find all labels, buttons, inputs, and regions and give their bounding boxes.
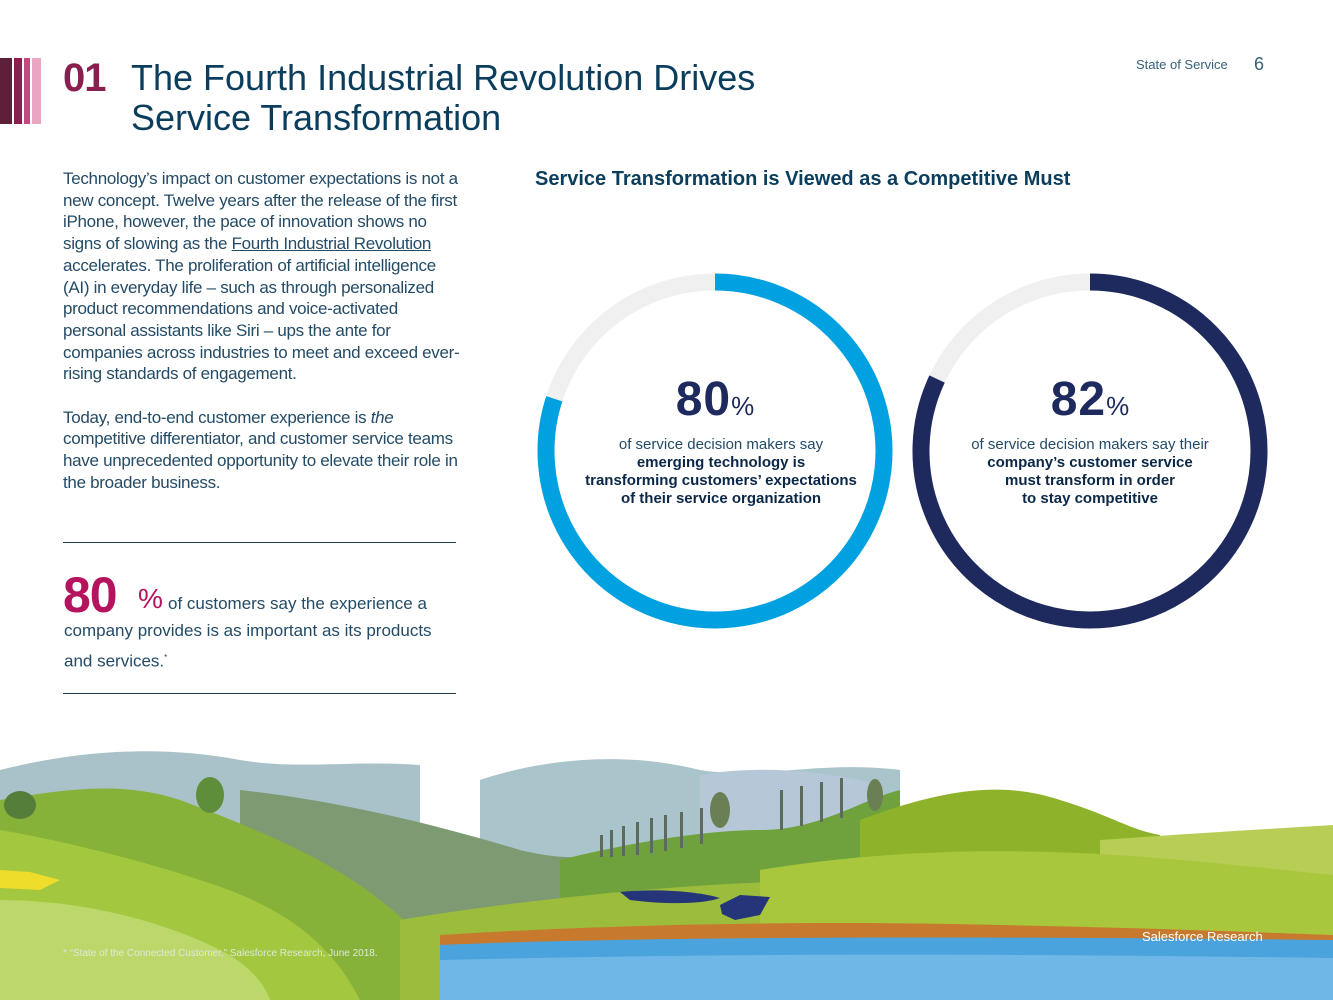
donut-1-value: 80 bbox=[675, 373, 732, 426]
callout-text: of customers say the experience a compan… bbox=[64, 594, 432, 671]
page-title: The Fourth Industrial Revolution Drives … bbox=[131, 58, 851, 138]
footnote: * “State of the Connected Customer,” Sal… bbox=[63, 948, 378, 959]
intro-paragraph-1: Technology’s impact on customer expectat… bbox=[63, 169, 460, 384]
page-number: 6 bbox=[1254, 54, 1265, 74]
intro-text: Technology’s impact on customer expectat… bbox=[63, 168, 463, 515]
callout-top-rule bbox=[63, 542, 456, 543]
donut-chart-2 bbox=[912, 273, 1268, 629]
callout-bottom-rule bbox=[63, 693, 456, 694]
chart-title: Service Transformation is Viewed as a Co… bbox=[535, 168, 1071, 190]
source-label: Salesforce Research bbox=[1142, 929, 1263, 944]
title-line-1: The Fourth Industrial Revolution Drives bbox=[131, 57, 756, 98]
callout-value: 80 bbox=[63, 567, 118, 623]
donut-2-arc bbox=[912, 273, 1268, 629]
title-line-2: Service Transformation bbox=[131, 97, 502, 138]
donut-1-unit: % bbox=[731, 391, 755, 421]
callout-unit: % bbox=[138, 583, 163, 614]
intro-paragraph-2: Today, end-to-end customer experience is… bbox=[63, 407, 458, 492]
donut-1-value-wrap: 80% bbox=[565, 372, 865, 427]
donut-2-value: 82 bbox=[1050, 373, 1107, 426]
donut-2-unit: % bbox=[1106, 391, 1130, 421]
donut-chart-1 bbox=[537, 273, 893, 629]
donut-2-value-wrap: 82% bbox=[940, 372, 1240, 427]
donut-1-arc bbox=[537, 273, 893, 629]
landscape-illustration bbox=[0, 751, 1333, 1000]
section-stripes bbox=[0, 58, 42, 124]
donut-1-label: of service decision makers say emerging … bbox=[585, 436, 857, 507]
report-label: State of Service bbox=[1136, 57, 1228, 72]
fourth-industrial-revolution-link[interactable]: Fourth Industrial Revolution bbox=[231, 234, 432, 254]
section-number: 01 bbox=[63, 56, 106, 100]
donut-2-label: of service decision makers say their com… bbox=[971, 436, 1209, 507]
